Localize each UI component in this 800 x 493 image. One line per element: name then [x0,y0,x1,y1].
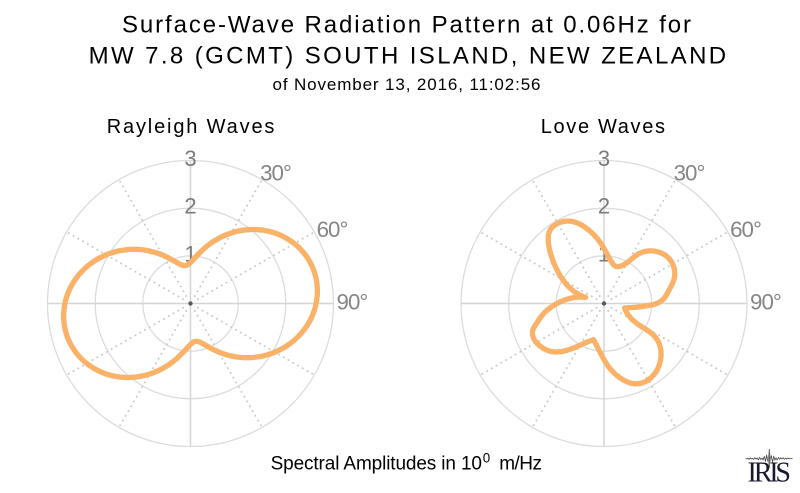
svg-text:60°: 60° [317,217,349,242]
svg-text:m/Hz: m/Hz [499,453,542,474]
svg-text:0: 0 [483,450,490,465]
svg-text:of November 13, 2016, 11:02:56: of November 13, 2016, 11:02:56 [273,75,541,94]
svg-text:30°: 30° [674,160,706,185]
svg-text:90°: 90° [750,289,782,314]
svg-text:IRIS: IRIS [748,458,792,489]
svg-text:2: 2 [184,194,196,219]
svg-text:3: 3 [598,146,610,171]
svg-text:90°: 90° [337,289,369,314]
svg-text:3: 3 [184,146,196,171]
svg-text:Rayleigh Waves: Rayleigh Waves [107,116,275,138]
svg-text:30°: 30° [260,160,292,185]
svg-text:60°: 60° [730,217,762,242]
svg-text:Spectral Amplitudes in 10: Spectral Amplitudes in 10 [271,453,482,474]
svg-text:2: 2 [598,194,610,219]
svg-text:Love Waves: Love Waves [541,116,665,138]
